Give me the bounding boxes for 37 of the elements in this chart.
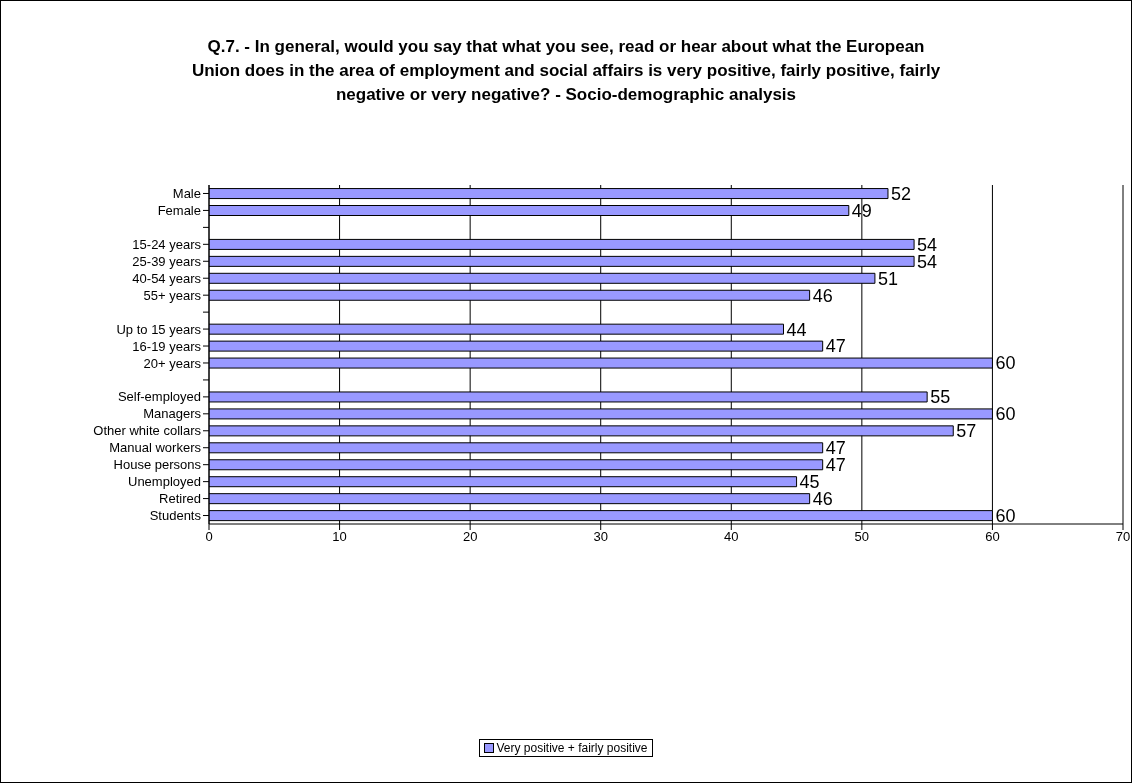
data-label: 47: [825, 336, 846, 357]
data-label: 55: [930, 387, 951, 408]
x-tick-label: 20: [462, 529, 478, 545]
y-tick-label: 16-19 years: [132, 338, 202, 354]
y-tick-label: Manual workers: [109, 440, 202, 456]
y-tick-label: Self-employed: [117, 389, 201, 405]
x-tick-label: 10: [332, 529, 347, 545]
y-tick-label: Male: [172, 186, 201, 202]
y-tick-label: 15-24 years: [132, 236, 202, 252]
data-label: 46: [812, 285, 833, 306]
y-tick-label: 20+ years: [143, 355, 202, 371]
y-tick-label: Female: [157, 203, 201, 219]
x-tick-label: 0: [205, 529, 213, 545]
y-tick-label: Unemployed: [128, 474, 201, 490]
y-tick-label: 40-54 years: [132, 270, 202, 286]
x-tick-label: 60: [985, 529, 1000, 545]
y-tick-label: Up to 15 years: [116, 321, 202, 337]
y-tick-label: House persons: [113, 457, 202, 473]
legend-label: Very positive + fairly positive: [496, 741, 648, 755]
data-label: 60: [995, 353, 1016, 374]
data-label: 52: [890, 183, 911, 204]
x-tick-label: 50: [854, 529, 870, 545]
data-label: 57: [956, 421, 977, 442]
y-tick-label: Managers: [143, 406, 202, 422]
data-label: 44: [786, 319, 807, 340]
x-tick-label: 30: [593, 529, 608, 545]
x-tick-label: 40: [724, 529, 739, 545]
chart-title: Q.7. - In general, would you say that what you see, read or hear about what the European Union does in the area of employment and social affairs is very positive, fairly positive, fairly negative or very negative? - Socio-demographic analysis: [190, 36, 942, 106]
data-label: 60: [995, 506, 1016, 526]
y-tick-label: 55+ years: [143, 287, 202, 303]
y-tick-label: Other white collars: [93, 423, 202, 439]
data-label: 51: [877, 268, 898, 289]
y-tick-label: Students: [149, 508, 202, 524]
data-label: 60: [995, 404, 1016, 425]
y-tick-label: Retired: [159, 491, 201, 507]
y-tick-label: 25-39 years: [132, 253, 202, 269]
x-tick-label: 70: [1115, 529, 1131, 545]
